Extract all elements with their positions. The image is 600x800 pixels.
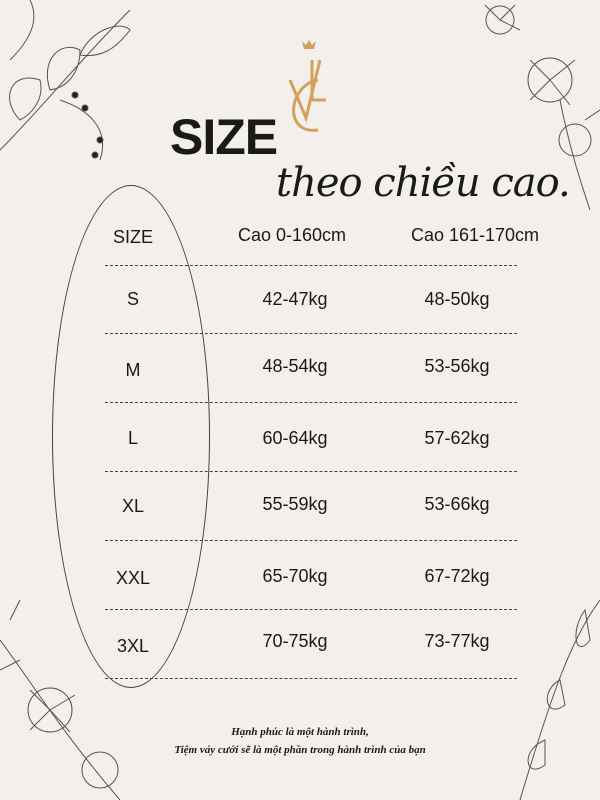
row-divider — [105, 678, 517, 679]
row-divider — [105, 471, 517, 472]
floral-decoration-top-left-icon — [0, 0, 131, 161]
size-label: M — [125, 360, 141, 380]
floral-decoration-bottom-right-icon — [519, 599, 600, 800]
weight-range: 73-77kg — [424, 631, 490, 651]
weight-range: 70-75kg — [262, 631, 328, 651]
weight-range: 48-54kg — [262, 356, 328, 376]
row-divider — [105, 265, 517, 266]
size-column-oval — [52, 185, 210, 688]
weight-range: 55-59kg — [262, 494, 328, 514]
page-title: SIZE — [170, 109, 278, 165]
row-divider — [105, 402, 517, 403]
header-height-161-170: Cao 161-170cm — [410, 225, 540, 245]
size-label: L — [127, 428, 139, 448]
floral-decoration-bottom-left-icon — [0, 599, 121, 800]
weight-range: 67-72kg — [424, 566, 490, 586]
size-label: 3XL — [116, 636, 150, 656]
brand-logo-icon — [288, 40, 326, 132]
header-height-0-160: Cao 0-160cm — [237, 225, 347, 245]
size-label: XXL — [115, 568, 151, 588]
footer-line-2: Tiệm váy cưới sẽ là một phần trong hành … — [174, 744, 426, 756]
row-divider — [105, 540, 517, 541]
weight-range: 42-47kg — [262, 289, 328, 309]
weight-range: 60-64kg — [262, 428, 328, 448]
brand-logo — [278, 40, 338, 140]
header-size: SIZE — [112, 227, 154, 247]
weight-range: 53-56kg — [424, 356, 490, 376]
size-label: S — [126, 289, 140, 309]
weight-range: 65-70kg — [262, 566, 328, 586]
size-label: XL — [121, 496, 145, 516]
weight-range: 48-50kg — [424, 289, 490, 309]
row-divider — [105, 333, 517, 334]
row-divider — [105, 609, 517, 610]
page-subtitle: theo chiều cao. — [276, 160, 571, 206]
floral-decoration-top-right-icon — [484, 4, 600, 211]
weight-range: 57-62kg — [424, 428, 490, 448]
weight-range: 53-66kg — [424, 494, 490, 514]
footer-line-1: Hạnh phúc là một hành trình, — [231, 726, 369, 738]
